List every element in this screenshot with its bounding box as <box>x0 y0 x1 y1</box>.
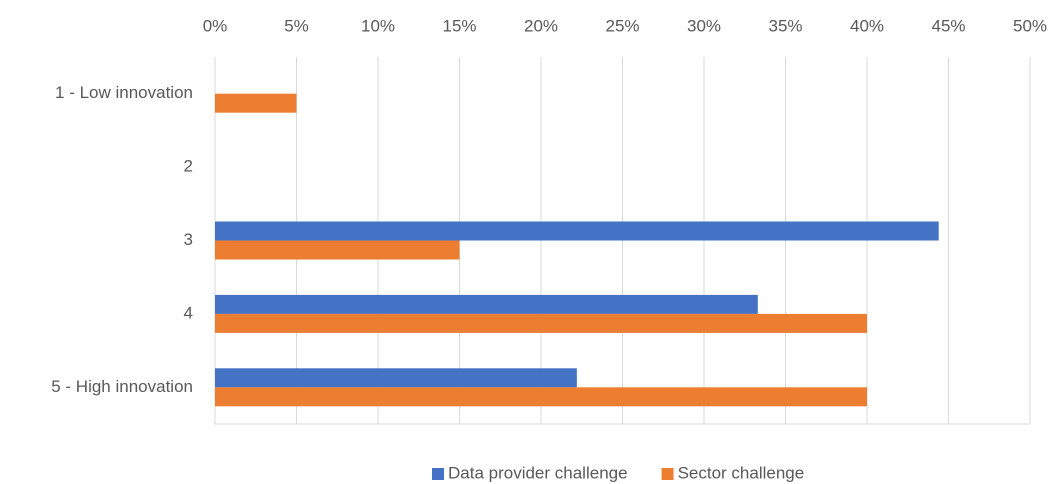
bar <box>215 387 867 407</box>
bar <box>215 93 297 113</box>
legend-label: Sector challenge <box>678 463 805 482</box>
x-tick-label: 25% <box>605 16 639 35</box>
y-tick-label: 2 <box>184 157 193 176</box>
x-tick-label: 40% <box>850 16 884 35</box>
legend-swatch <box>432 468 444 480</box>
bar <box>215 313 867 333</box>
legend-swatch <box>661 468 674 480</box>
x-tick-label: 45% <box>931 16 965 35</box>
y-tick-label: 3 <box>184 230 193 249</box>
x-tick-label: 30% <box>687 16 721 35</box>
bar <box>215 240 460 260</box>
y-tick-label: 1 - Low innovation <box>55 83 193 102</box>
x-tick-label: 5% <box>284 16 309 35</box>
x-tick-label: 10% <box>361 16 395 35</box>
y-tick-label: 5 - High innovation <box>51 377 193 396</box>
bar <box>215 221 939 241</box>
bar <box>215 368 577 388</box>
x-tick-label: 15% <box>442 16 476 35</box>
legend-label: Data provider challenge <box>448 463 628 482</box>
bar <box>215 294 758 314</box>
x-tick-label: 20% <box>524 16 558 35</box>
x-tick-label: 35% <box>768 16 802 35</box>
x-tick-label: 0% <box>203 16 228 35</box>
y-tick-label: 4 <box>184 303 193 322</box>
x-tick-label: 50% <box>1013 16 1047 35</box>
